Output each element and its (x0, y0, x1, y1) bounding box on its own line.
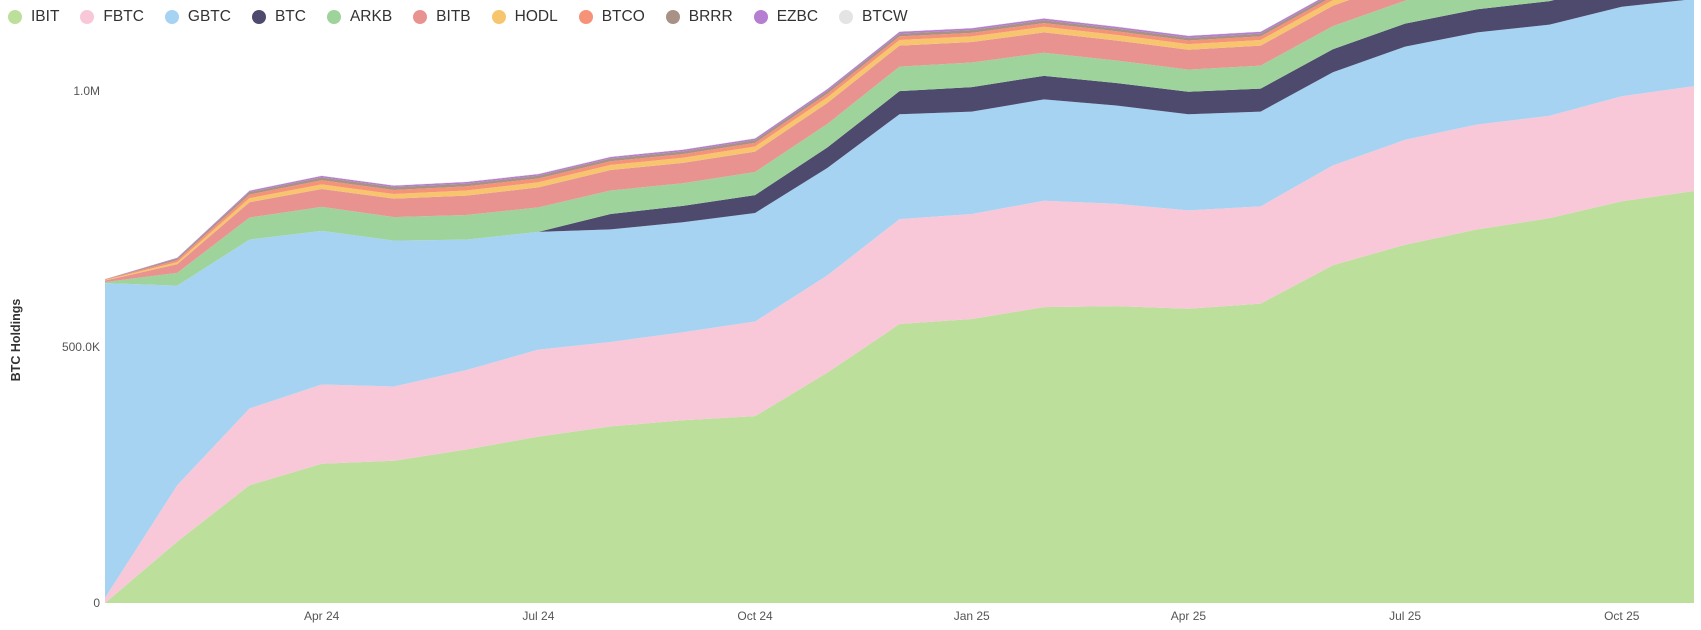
legend-item-gbtc[interactable]: GBTC (164, 8, 231, 26)
legend-item-hodl[interactable]: HODL (491, 8, 558, 26)
legend-swatch (491, 10, 506, 24)
x-tick-label: Apr 24 (304, 609, 340, 623)
legend-label: BTCW (862, 8, 908, 25)
legend-swatch (8, 10, 22, 24)
legend-swatch (326, 10, 341, 24)
legend-item-btc[interactable]: BTC (251, 8, 306, 26)
series-areas (105, 0, 1694, 603)
legend-label: ARKB (349, 8, 393, 25)
legend-swatch (80, 10, 95, 24)
legend-item-btcw[interactable]: BTCW (839, 8, 908, 26)
legend-label: BTCO (601, 8, 645, 25)
x-tick-label: Oct 25 (1604, 609, 1640, 623)
x-tick-label: Jan 25 (954, 609, 990, 623)
y-tick-label: 500.0K (62, 340, 100, 354)
y-axis-title: BTC Holdings (9, 299, 23, 382)
x-tick-label: Jul 24 (522, 609, 554, 623)
legend-item-fbtc[interactable]: FBTC (80, 8, 144, 26)
area-gbtc (105, 0, 1694, 598)
y-axis-ticks: 0 500.0K 1.0M (62, 84, 100, 610)
legend-label: FBTC (103, 8, 144, 25)
legend-item-btco[interactable]: BTCO (578, 8, 645, 26)
legend-label: IBIT (31, 8, 60, 25)
legend-swatch (251, 10, 266, 24)
legend-label: BRRR (688, 8, 733, 25)
legend-label: BITB (436, 8, 471, 25)
x-axis-ticks: Apr 24 Jul 24 Oct 24 Jan 25 Apr 25 Jul 25 Oct … (304, 609, 1640, 623)
area-fbtc (105, 86, 1694, 603)
x-tick-label: Oct 24 (737, 609, 773, 623)
y-tick-label: 1.0M (73, 84, 100, 98)
x-tick-label: Jul 25 (1389, 609, 1421, 623)
legend-item-brrr[interactable]: BRRR (665, 8, 733, 26)
area-arkb (105, 0, 1554, 286)
legend-swatch (578, 10, 593, 24)
legend-swatch (665, 10, 680, 24)
chart-legend: IBIT FBTC GBTC BTC ARKB BITB HODL BTCO BRRR EZBC B… (8, 8, 929, 26)
legend-item-ezbc[interactable]: EZBC (753, 8, 819, 26)
legend-label: EZBC (776, 8, 819, 25)
legend-label: GBTC (187, 8, 231, 25)
y-tick-label: 0 (93, 596, 100, 610)
area-bitb (105, 0, 1409, 283)
legend-item-ibit[interactable]: IBIT (8, 8, 59, 26)
legend-swatch (753, 10, 768, 24)
legend-label: HODL (514, 8, 558, 25)
legend-swatch (839, 10, 854, 24)
legend-item-arkb[interactable]: ARKB (326, 8, 393, 26)
area-ibit (105, 190, 1694, 603)
legend-swatch (164, 10, 179, 24)
legend-label: BTC (274, 8, 306, 25)
legend-swatch (413, 10, 428, 24)
legend-item-bitb[interactable]: BITB (413, 8, 471, 26)
x-tick-label: Apr 25 (1171, 609, 1207, 623)
